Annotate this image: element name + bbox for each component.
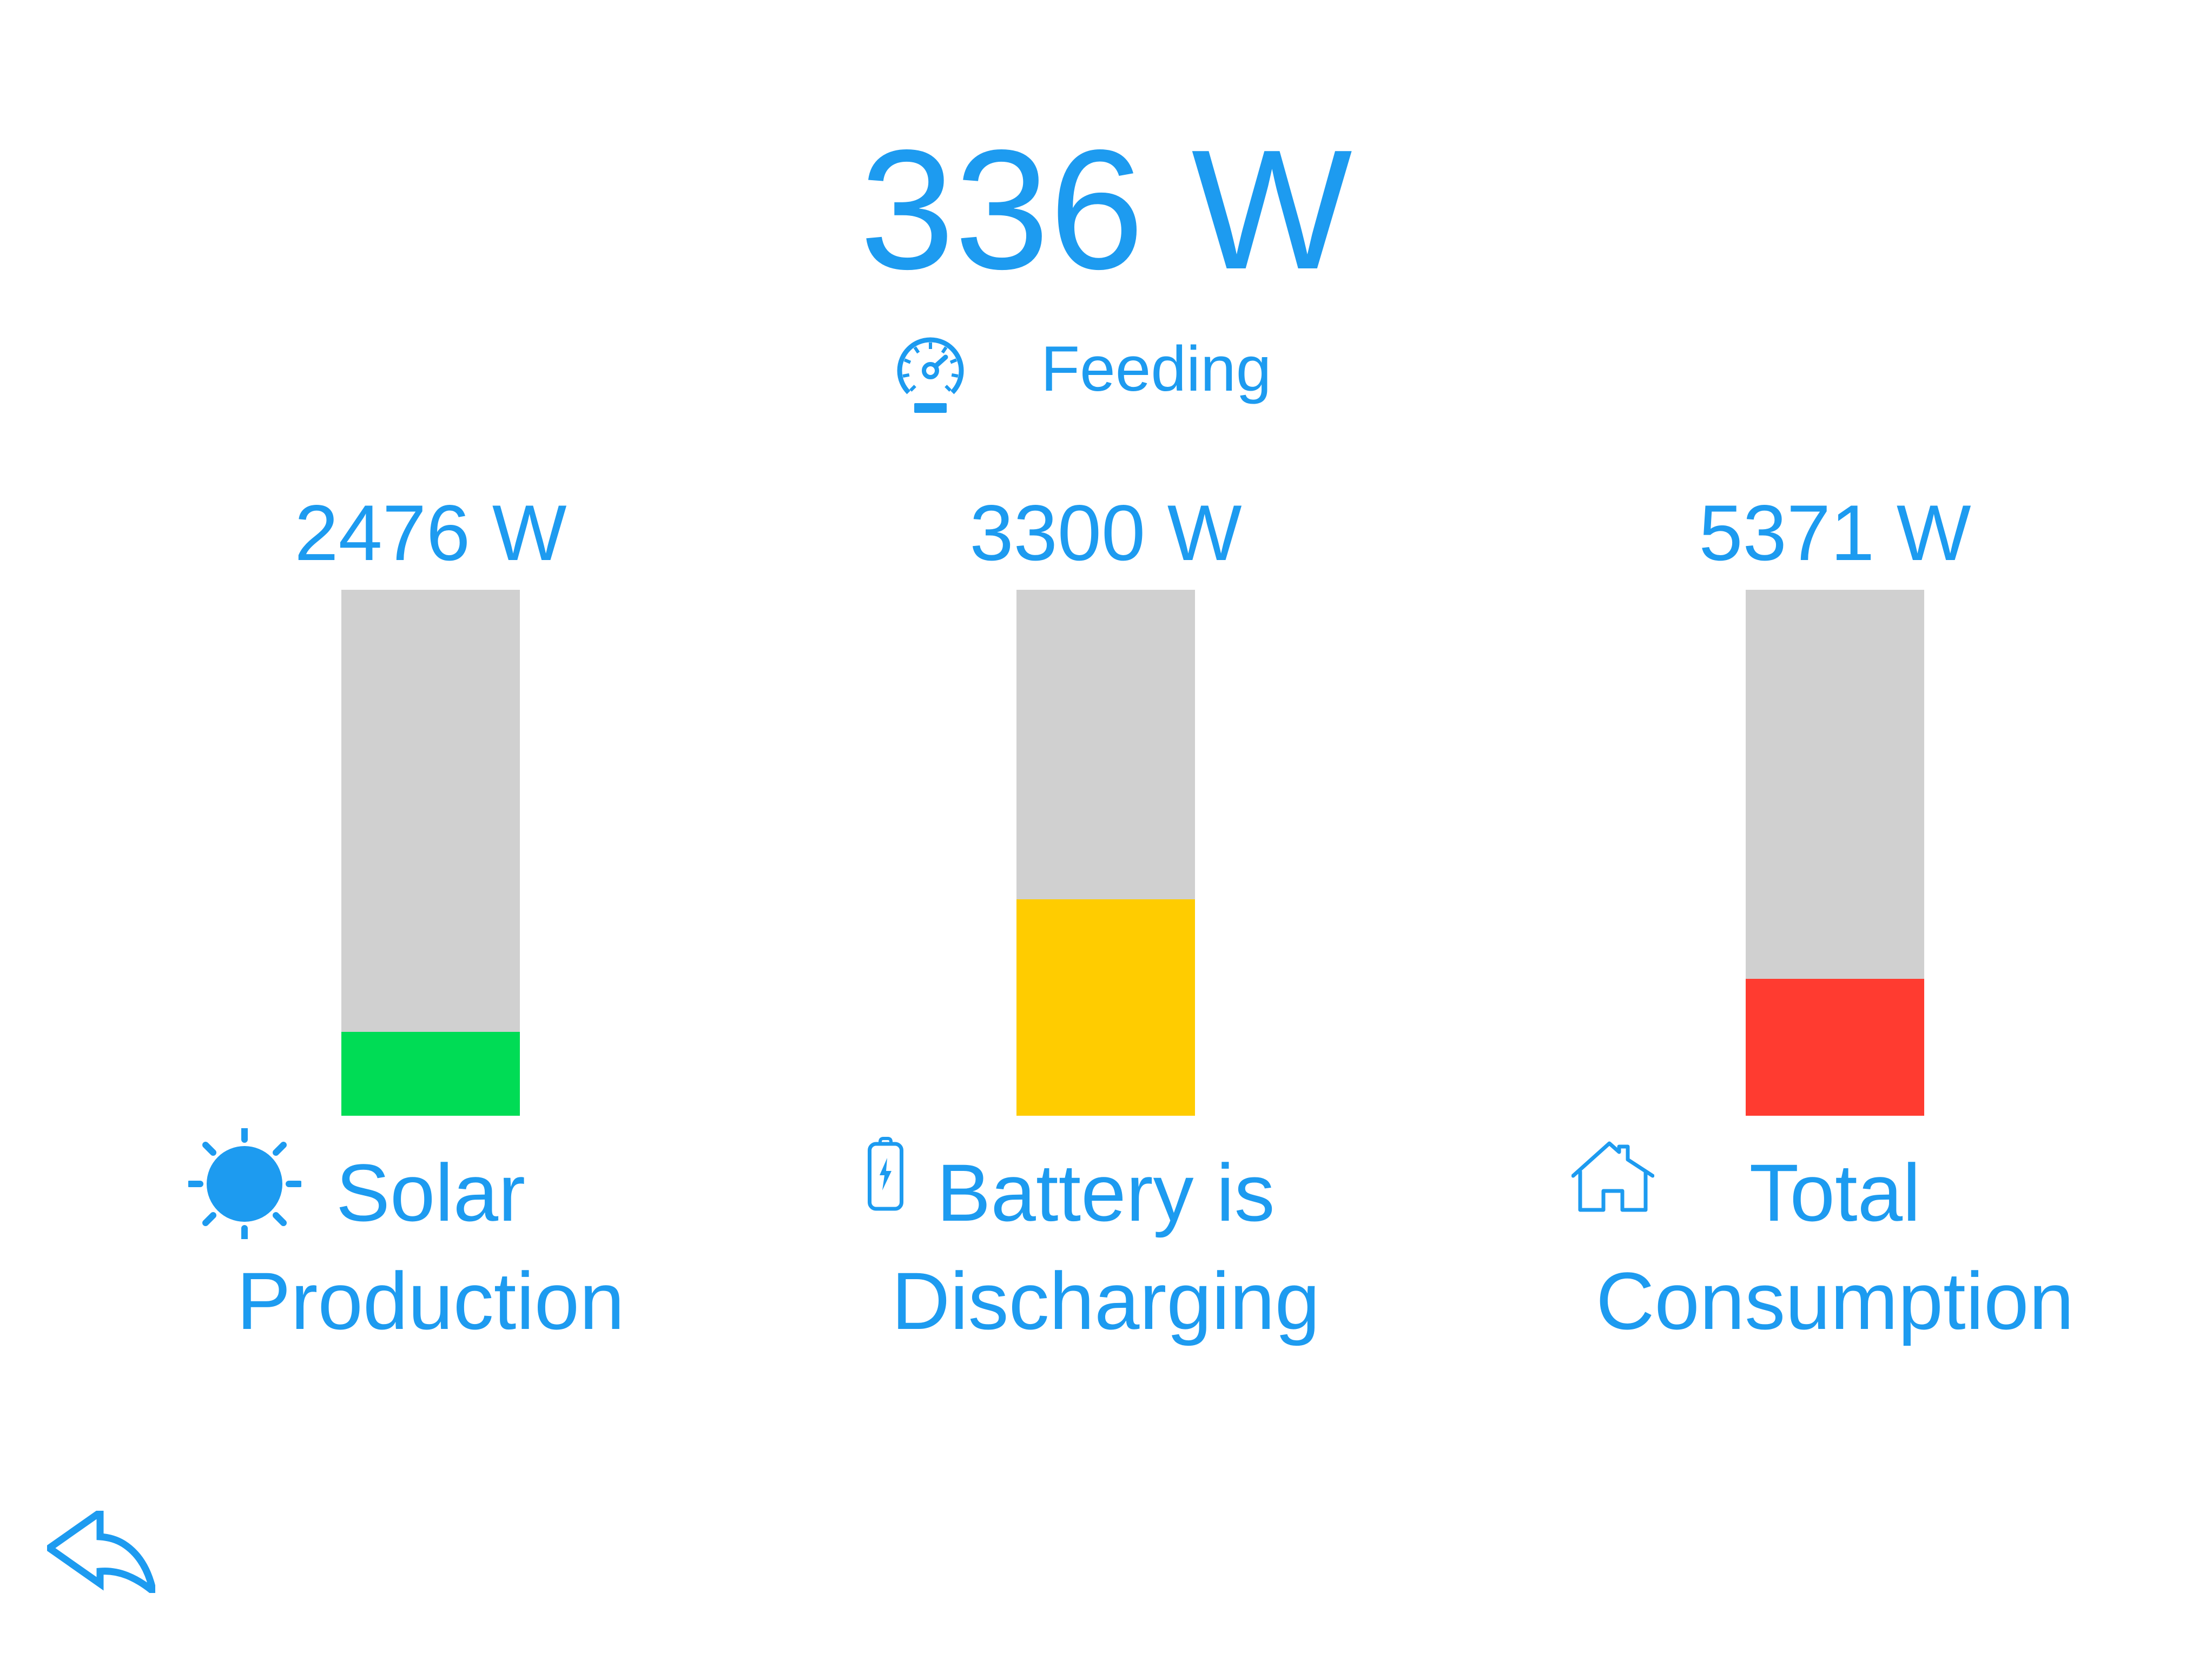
solar-production-label-line2: Production — [236, 1255, 625, 1346]
total-consumption-gauge-fill — [1746, 979, 1924, 1116]
feeding-status-label: Feeding — [1041, 333, 1272, 405]
solar-production-label: Solar Production — [52, 1138, 809, 1355]
solar-production-gauge — [341, 590, 520, 1116]
solar-production-value: 2476 W — [294, 489, 567, 577]
battery-icon — [868, 1136, 903, 1211]
total-consumption-gauge — [1746, 590, 1924, 1116]
gauge-icon — [892, 337, 970, 413]
solar-production-label-line1: Solar — [335, 1147, 526, 1238]
house-icon — [1571, 1140, 1655, 1214]
battery-power-value: 3300 W — [969, 489, 1242, 577]
battery-gauge-fill — [1016, 899, 1195, 1116]
sun-icon — [186, 1125, 303, 1242]
total-consumption-value: 5371 W — [1699, 489, 1971, 577]
grid-power-value: 336 W — [860, 114, 1352, 305]
total-consumption-label: Total Consumption — [1456, 1138, 2212, 1355]
total-consumption-label-line1: Total — [1749, 1147, 1921, 1238]
battery-label: Battery is Discharging — [727, 1138, 1484, 1355]
battery-label-line1: Battery is — [936, 1147, 1275, 1238]
battery-label-line2: Discharging — [891, 1255, 1320, 1346]
back-button[interactable] — [47, 1511, 155, 1593]
solar-production-gauge-fill — [341, 1032, 520, 1116]
total-consumption-label-line2: Consumption — [1596, 1255, 2074, 1346]
back-arrow-icon — [47, 1511, 155, 1593]
battery-gauge — [1016, 590, 1195, 1116]
